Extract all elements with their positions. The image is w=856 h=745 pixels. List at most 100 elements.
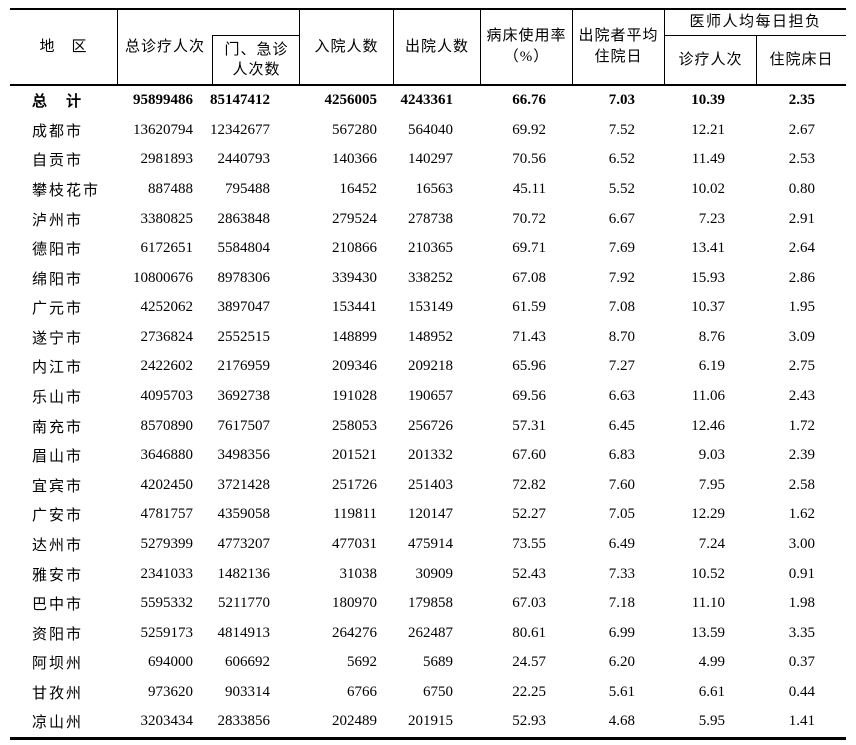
cell-discharges: 209218: [408, 358, 453, 375]
cell-outpatient-emergency-visits: 3897047: [217, 299, 271, 316]
cell-discharges: 201332: [408, 447, 453, 464]
cell-total-visits: 2422602: [140, 358, 194, 375]
cell-bed-usage-rate: 69.56: [512, 388, 546, 405]
cell-outpatient-emergency-visits: 7617507: [217, 417, 271, 434]
cell-discharges: 153149: [408, 299, 453, 316]
cell-admissions: 258053: [332, 417, 377, 434]
row-region-label: 成都市: [32, 123, 84, 140]
header-avg-stay-line1: 出院者平均: [578, 28, 659, 44]
cell-physician-bed-days: 2.39: [788, 447, 815, 464]
cell-outpatient-emergency-visits: 1482136: [217, 565, 271, 582]
cell-avg-stay-days: 7.92: [608, 269, 635, 286]
cell-outpatient-emergency-visits: 12342677: [210, 121, 270, 138]
row-region-label: 广元市: [32, 301, 84, 318]
cell-physician-visits: 11.49: [691, 151, 725, 168]
cell-outpatient-emergency-visits: 795488: [225, 181, 270, 198]
cell-bed-usage-rate: 52.93: [512, 713, 546, 730]
row-region-label: 阿坝州: [32, 656, 84, 673]
cell-admissions: 5692: [347, 654, 377, 671]
cell-total-visits: 10800676: [133, 269, 193, 286]
cell-physician-bed-days: 2.58: [788, 476, 815, 493]
row-region-label: 德阳市: [32, 242, 84, 259]
cell-avg-stay-days: 4.68: [608, 713, 635, 730]
header-physician-bed-days: 住院床日: [756, 35, 846, 84]
cell-physician-visits: 6.19: [698, 358, 725, 375]
cell-bed-usage-rate: 67.03: [512, 595, 546, 612]
cell-physician-visits: 13.41: [691, 240, 725, 257]
cell-outpatient-emergency-visits: 4814913: [217, 624, 271, 641]
cell-admissions: 201521: [332, 447, 377, 464]
cell-bed-usage-rate: 73.55: [512, 535, 546, 552]
cell-outpatient-emergency-visits: 4359058: [217, 506, 271, 523]
cell-physician-visits: 7.24: [698, 535, 725, 552]
header-bed-usage-rate-line1: 病床使用率: [486, 28, 567, 44]
cell-total-visits: 5279399: [140, 535, 194, 552]
cell-avg-stay-days: 6.45: [608, 417, 635, 434]
cell-total-visits: 3646880: [140, 447, 194, 464]
cell-physician-bed-days: 0.80: [788, 181, 815, 198]
table-body: 总 计 95899486 85147412 4256005 4243361 66.76 7.…: [10, 86, 846, 740]
row-region-label: 遂宁市: [32, 330, 84, 347]
cell-avg-stay-days: 6.20: [608, 654, 635, 671]
header-physician-daily-burden: 医师人均每日担负: [689, 14, 822, 30]
cell-avg-stay-days: 6.83: [608, 447, 635, 464]
cell-discharges: 338252: [408, 269, 453, 286]
cell-admissions: 4256005: [324, 92, 378, 109]
cell-avg-stay-days: 7.52: [608, 121, 635, 138]
cell-physician-visits: 15.93: [691, 269, 725, 286]
cell-physician-visits: 8.76: [698, 328, 725, 345]
cell-admissions: 191028: [332, 388, 377, 405]
cell-discharges: 179858: [408, 595, 453, 612]
cell-outpatient-emergency-visits: 85147412: [210, 92, 270, 109]
cell-discharges: 120147: [408, 506, 453, 523]
cell-physician-bed-days: 3.00: [788, 535, 815, 552]
cell-total-visits: 8570890: [140, 417, 194, 434]
cell-total-visits: 4252062: [140, 299, 194, 316]
cell-admissions: 180970: [332, 595, 377, 612]
cell-physician-bed-days: 0.91: [788, 565, 815, 582]
cell-outpatient-emergency-visits: 3498356: [217, 447, 271, 464]
cell-total-visits: 3380825: [140, 210, 194, 227]
cell-total-visits: 13620794: [133, 121, 193, 138]
cell-physician-bed-days: 1.95: [788, 299, 815, 316]
row-region-label: 巴中市: [32, 597, 84, 614]
cell-discharges: 262487: [408, 624, 453, 641]
header-region: 地 区: [10, 10, 118, 84]
cell-admissions: 16452: [339, 181, 378, 198]
row-region-label: 广安市: [32, 508, 84, 525]
header-bed-usage-rate-line2: （%）: [503, 49, 550, 65]
cell-bed-usage-rate: 24.57: [512, 654, 546, 671]
cell-physician-bed-days: 3.35: [788, 624, 815, 641]
cell-discharges: 210365: [408, 240, 453, 257]
cell-avg-stay-days: 6.99: [608, 624, 635, 641]
cell-bed-usage-rate: 66.76: [512, 92, 546, 109]
cell-total-visits: 95899486: [133, 92, 193, 109]
row-region-label: 南充市: [32, 419, 84, 436]
cell-outpatient-emergency-visits: 903314: [225, 683, 270, 700]
row-region-label: 泸州市: [32, 212, 84, 229]
cell-discharges: 190657: [408, 388, 453, 405]
cell-bed-usage-rate: 70.56: [512, 151, 546, 168]
cell-bed-usage-rate: 67.60: [512, 447, 546, 464]
cell-physician-bed-days: 2.64: [788, 240, 815, 257]
cell-total-visits: 973620: [148, 683, 193, 700]
cell-outpatient-emergency-visits: 2833856: [217, 713, 271, 730]
cell-admissions: 251726: [332, 476, 377, 493]
cell-avg-stay-days: 7.27: [608, 358, 635, 375]
cell-physician-visits: 5.95: [698, 713, 725, 730]
cell-total-visits: 3203434: [140, 713, 194, 730]
cell-admissions: 153441: [332, 299, 377, 316]
cell-admissions: 477031: [332, 535, 377, 552]
header-avg-stay: 出院者平均 住院日: [573, 10, 665, 84]
cell-outpatient-emergency-visits: 2863848: [217, 210, 271, 227]
cell-bed-usage-rate: 80.61: [512, 624, 546, 641]
cell-bed-usage-rate: 70.72: [512, 210, 546, 227]
cell-avg-stay-days: 6.63: [608, 388, 635, 405]
cell-physician-visits: 13.59: [691, 624, 725, 641]
cell-physician-visits: 9.03: [698, 447, 725, 464]
cell-bed-usage-rate: 22.25: [512, 683, 546, 700]
cell-bed-usage-rate: 52.27: [512, 506, 546, 523]
cell-avg-stay-days: 5.52: [608, 181, 635, 198]
cell-discharges: 201915: [408, 713, 453, 730]
